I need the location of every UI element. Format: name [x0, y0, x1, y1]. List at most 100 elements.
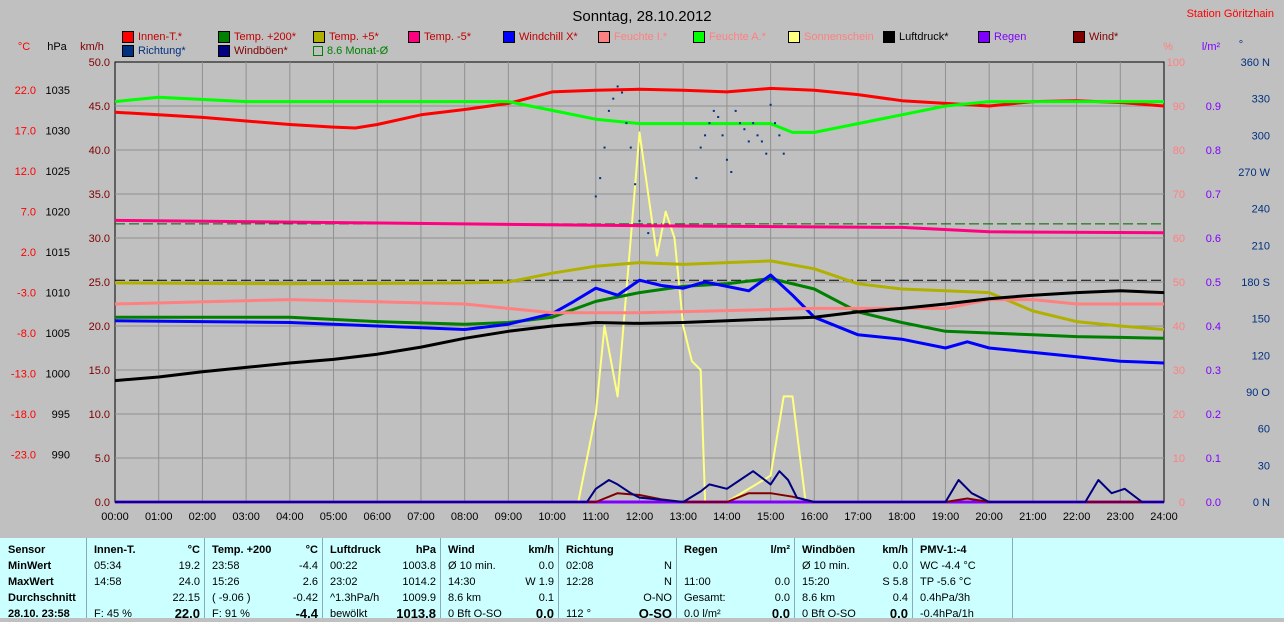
tick-label-time: 12:00: [626, 511, 654, 523]
direction-point: [625, 122, 628, 125]
stats-cell-label: 0.0 l/m²: [684, 608, 721, 620]
tick-label-time: 06:00: [363, 511, 391, 523]
stats-cell-value: -4.4: [295, 606, 318, 621]
legend-swatch: [408, 31, 420, 43]
tick-label-deg: 270 W: [1238, 167, 1270, 179]
stats-cell-label: 0 Bft O-SO: [448, 608, 502, 620]
tick-label-lm2: 0.5: [1206, 277, 1221, 289]
legend-swatch: [122, 31, 134, 43]
tick-label-hpa: 1020: [46, 206, 70, 218]
stats-regen: Regen l/m² 11:00 0.0 Gesamt: 0.0 0.0 l/m² 0.0: [676, 538, 795, 621]
direction-point: [717, 116, 720, 118]
stats-cell-label: 8.6 km: [448, 592, 482, 604]
legend-label: Windchill X*: [519, 31, 578, 43]
stats-cell-value: 0.0: [889, 606, 908, 621]
direction-point: [704, 134, 707, 137]
stats-cell-label: 8.6 km: [802, 592, 836, 604]
stats-cell-value: N: [664, 576, 672, 588]
stats-cell-value: 0.0: [771, 606, 790, 621]
direction-point: [594, 195, 597, 198]
tick-label-hpa: 1015: [46, 247, 70, 259]
legend-swatch: [313, 46, 323, 56]
stats-header: Innen-T.: [94, 544, 136, 556]
stats-pmv: PMV-1:-4 WC -4.4 °C TP -5.6 °C 0.4hPa/3h -0.…: [912, 538, 1013, 620]
stats-cell-label: 23:58: [212, 560, 240, 572]
stats-sensor-row: MaxWert: [8, 576, 54, 588]
tick-label-deg: 210: [1252, 240, 1270, 252]
tick-label-percent: 20: [1173, 409, 1185, 421]
legend-label: Feuchte A.*: [709, 31, 766, 43]
tick-label-percent: 10: [1173, 453, 1185, 465]
stats-unit: °C: [187, 544, 200, 556]
tick-label-kmh: 30.0: [89, 233, 110, 245]
tick-label-lm2: 0.7: [1206, 189, 1221, 201]
axis-labels: 22.0 17.0 12.0 7.0 2.0 -3.0 -8.0 -13.0 -18.0 -23.…: [11, 57, 1271, 523]
tick-label-kmh: 50.0: [89, 57, 110, 69]
direction-point: [712, 109, 715, 112]
legend-label: Richtung*: [138, 45, 186, 57]
tick-label-deg: 330: [1252, 94, 1270, 106]
stats-unit: l/m²: [770, 544, 790, 556]
direction-point: [599, 177, 602, 180]
legend-swatch: [1073, 31, 1085, 43]
tick-label-percent: 90: [1173, 101, 1185, 113]
tick-label-time: 08:00: [451, 511, 479, 523]
tick-label-hpa: 1030: [46, 125, 70, 137]
stats-cell-label: ^1.3hPa/h: [330, 592, 380, 604]
stats-unit: °C: [305, 544, 318, 556]
tick-label-celsius: -13.0: [11, 368, 36, 380]
legend-swatch: [503, 31, 515, 43]
series-line-feuchte-a: [114, 95, 1164, 134]
legend-item: 8.6 Monat-Ø: [313, 45, 388, 57]
tick-label-hpa: 1035: [46, 85, 70, 97]
series-line-luftdruck: [114, 289, 1165, 383]
series-line-feuchte-i: [114, 298, 1164, 315]
tick-label-time: 07:00: [407, 511, 435, 523]
legend-label: Innen-T.*: [138, 31, 183, 43]
stats-cell-label: -0.4hPa/1h: [920, 608, 974, 620]
legend-item: Feuchte I.*: [598, 31, 667, 43]
tick-label-percent: 70: [1173, 189, 1185, 201]
tick-label-lm2: 0.6: [1206, 233, 1221, 245]
tick-label-percent: 50: [1173, 277, 1185, 289]
tick-label-celsius: -23.0: [11, 449, 36, 461]
tick-label-celsius: 17.0: [15, 125, 36, 137]
stats-cell-value: [730, 558, 790, 574]
stats-cell-label: WC -4.4 °C: [920, 560, 976, 572]
direction-point: [743, 128, 746, 131]
tick-label-time: 02:00: [189, 511, 217, 523]
stats-panel: Sensor MinWert MaxWert Durchschnitt 28.1…: [0, 538, 1284, 621]
legend-swatch: [693, 31, 705, 43]
grid-lines: [115, 62, 1164, 502]
stats-cell-value: 0.0: [774, 576, 790, 588]
legend-swatch: [122, 45, 134, 57]
legend-swatch: [883, 31, 895, 43]
series-line-temp-5: [114, 259, 1165, 331]
tick-label-deg: 360 N: [1241, 57, 1270, 69]
stats-cell-label: 12:28: [566, 576, 594, 588]
legend-item: Wind*: [1073, 31, 1118, 43]
tick-label-deg: 0 N: [1253, 497, 1270, 509]
stats-sensor: Sensor MinWert MaxWert Durchschnitt 28.1…: [0, 538, 87, 620]
legend-label: Luftdruck*: [899, 31, 949, 43]
chart-title: Sonntag, 28.10.2012: [572, 8, 711, 25]
stats-cell-label: 112 °: [566, 608, 591, 620]
direction-point: [616, 85, 619, 88]
stats-cell-label: 0 Bft O-SO: [802, 608, 856, 620]
unit-percent: %: [1163, 41, 1173, 53]
stats-cell-label: 14:30: [448, 576, 476, 588]
direction-point: [607, 109, 610, 112]
stats-innen: Innen-T. °C 05:34 19.2 14:58 24.0 22.15 F: 45 %…: [86, 538, 205, 621]
series-line-sonnenschein: [115, 131, 1164, 503]
direction-point: [708, 122, 711, 125]
tick-label-deg: 90 O: [1246, 387, 1270, 399]
stats-wind: Wind km/h Ø 10 min. 0.0 14:30 W 1.9 8.6 km 0.1 0…: [440, 538, 559, 621]
tick-label-celsius: -18.0: [11, 409, 36, 421]
stats-unit: km/h: [528, 544, 554, 556]
direction-point: [747, 140, 750, 143]
stats-header: Wind: [448, 544, 475, 556]
direction-point: [629, 146, 632, 149]
stats-cell-label: 23:02: [330, 576, 358, 588]
stats-sensor-row: Durchschnitt: [8, 592, 76, 604]
tick-label-celsius: 2.0: [21, 247, 36, 259]
